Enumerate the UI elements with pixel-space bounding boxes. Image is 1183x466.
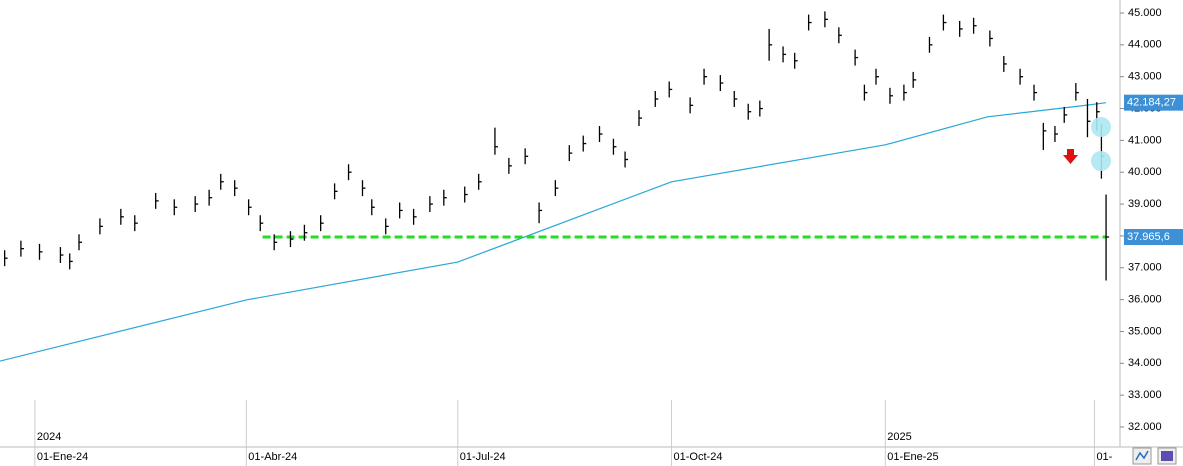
y-tick-label: 32.000 [1128, 421, 1162, 433]
x-tick-label: 01-Oct-24 [674, 451, 723, 463]
x-tick-label: 01- [1096, 451, 1112, 463]
zoom-icon [1135, 450, 1149, 461]
y-tick-label: 33.000 [1128, 389, 1162, 401]
y-tick-label: 40.000 [1128, 166, 1162, 178]
y-tick-label: 44.000 [1128, 39, 1162, 51]
price-label: 37.965,6 [1127, 231, 1170, 243]
moving-average-line [0, 102, 1107, 362]
x-tick-label: 01-Ene-24 [37, 451, 88, 463]
y-tick-label: 43.000 [1128, 71, 1162, 83]
marker-circle [1091, 151, 1111, 171]
y-tick-label: 39.000 [1128, 198, 1162, 210]
marker-circle [1091, 117, 1111, 137]
year-label: 2024 [37, 431, 61, 443]
plot [0, 11, 1110, 466]
x-tick-label: 01-Abr-24 [248, 451, 297, 463]
y-tick-label: 41.000 [1128, 134, 1162, 146]
x-tick-label: 01-Ene-25 [887, 451, 938, 463]
y-tick-label: 36.000 [1128, 294, 1162, 306]
y-tick-label: 37.000 [1128, 262, 1162, 274]
price-label-box [1124, 94, 1183, 111]
y-tick-label: 35.000 [1128, 325, 1162, 337]
y-tick-label: 45.000 [1128, 7, 1162, 19]
x-tick-label: 01-Jul-24 [460, 451, 506, 463]
down-arrow [1063, 149, 1078, 164]
year-label: 2025 [887, 431, 911, 443]
price-label-box [1124, 229, 1183, 246]
save-icon [1161, 451, 1173, 461]
price-label: 42.184,27 [1127, 97, 1176, 109]
y-tick-label: 34.000 [1128, 357, 1162, 369]
